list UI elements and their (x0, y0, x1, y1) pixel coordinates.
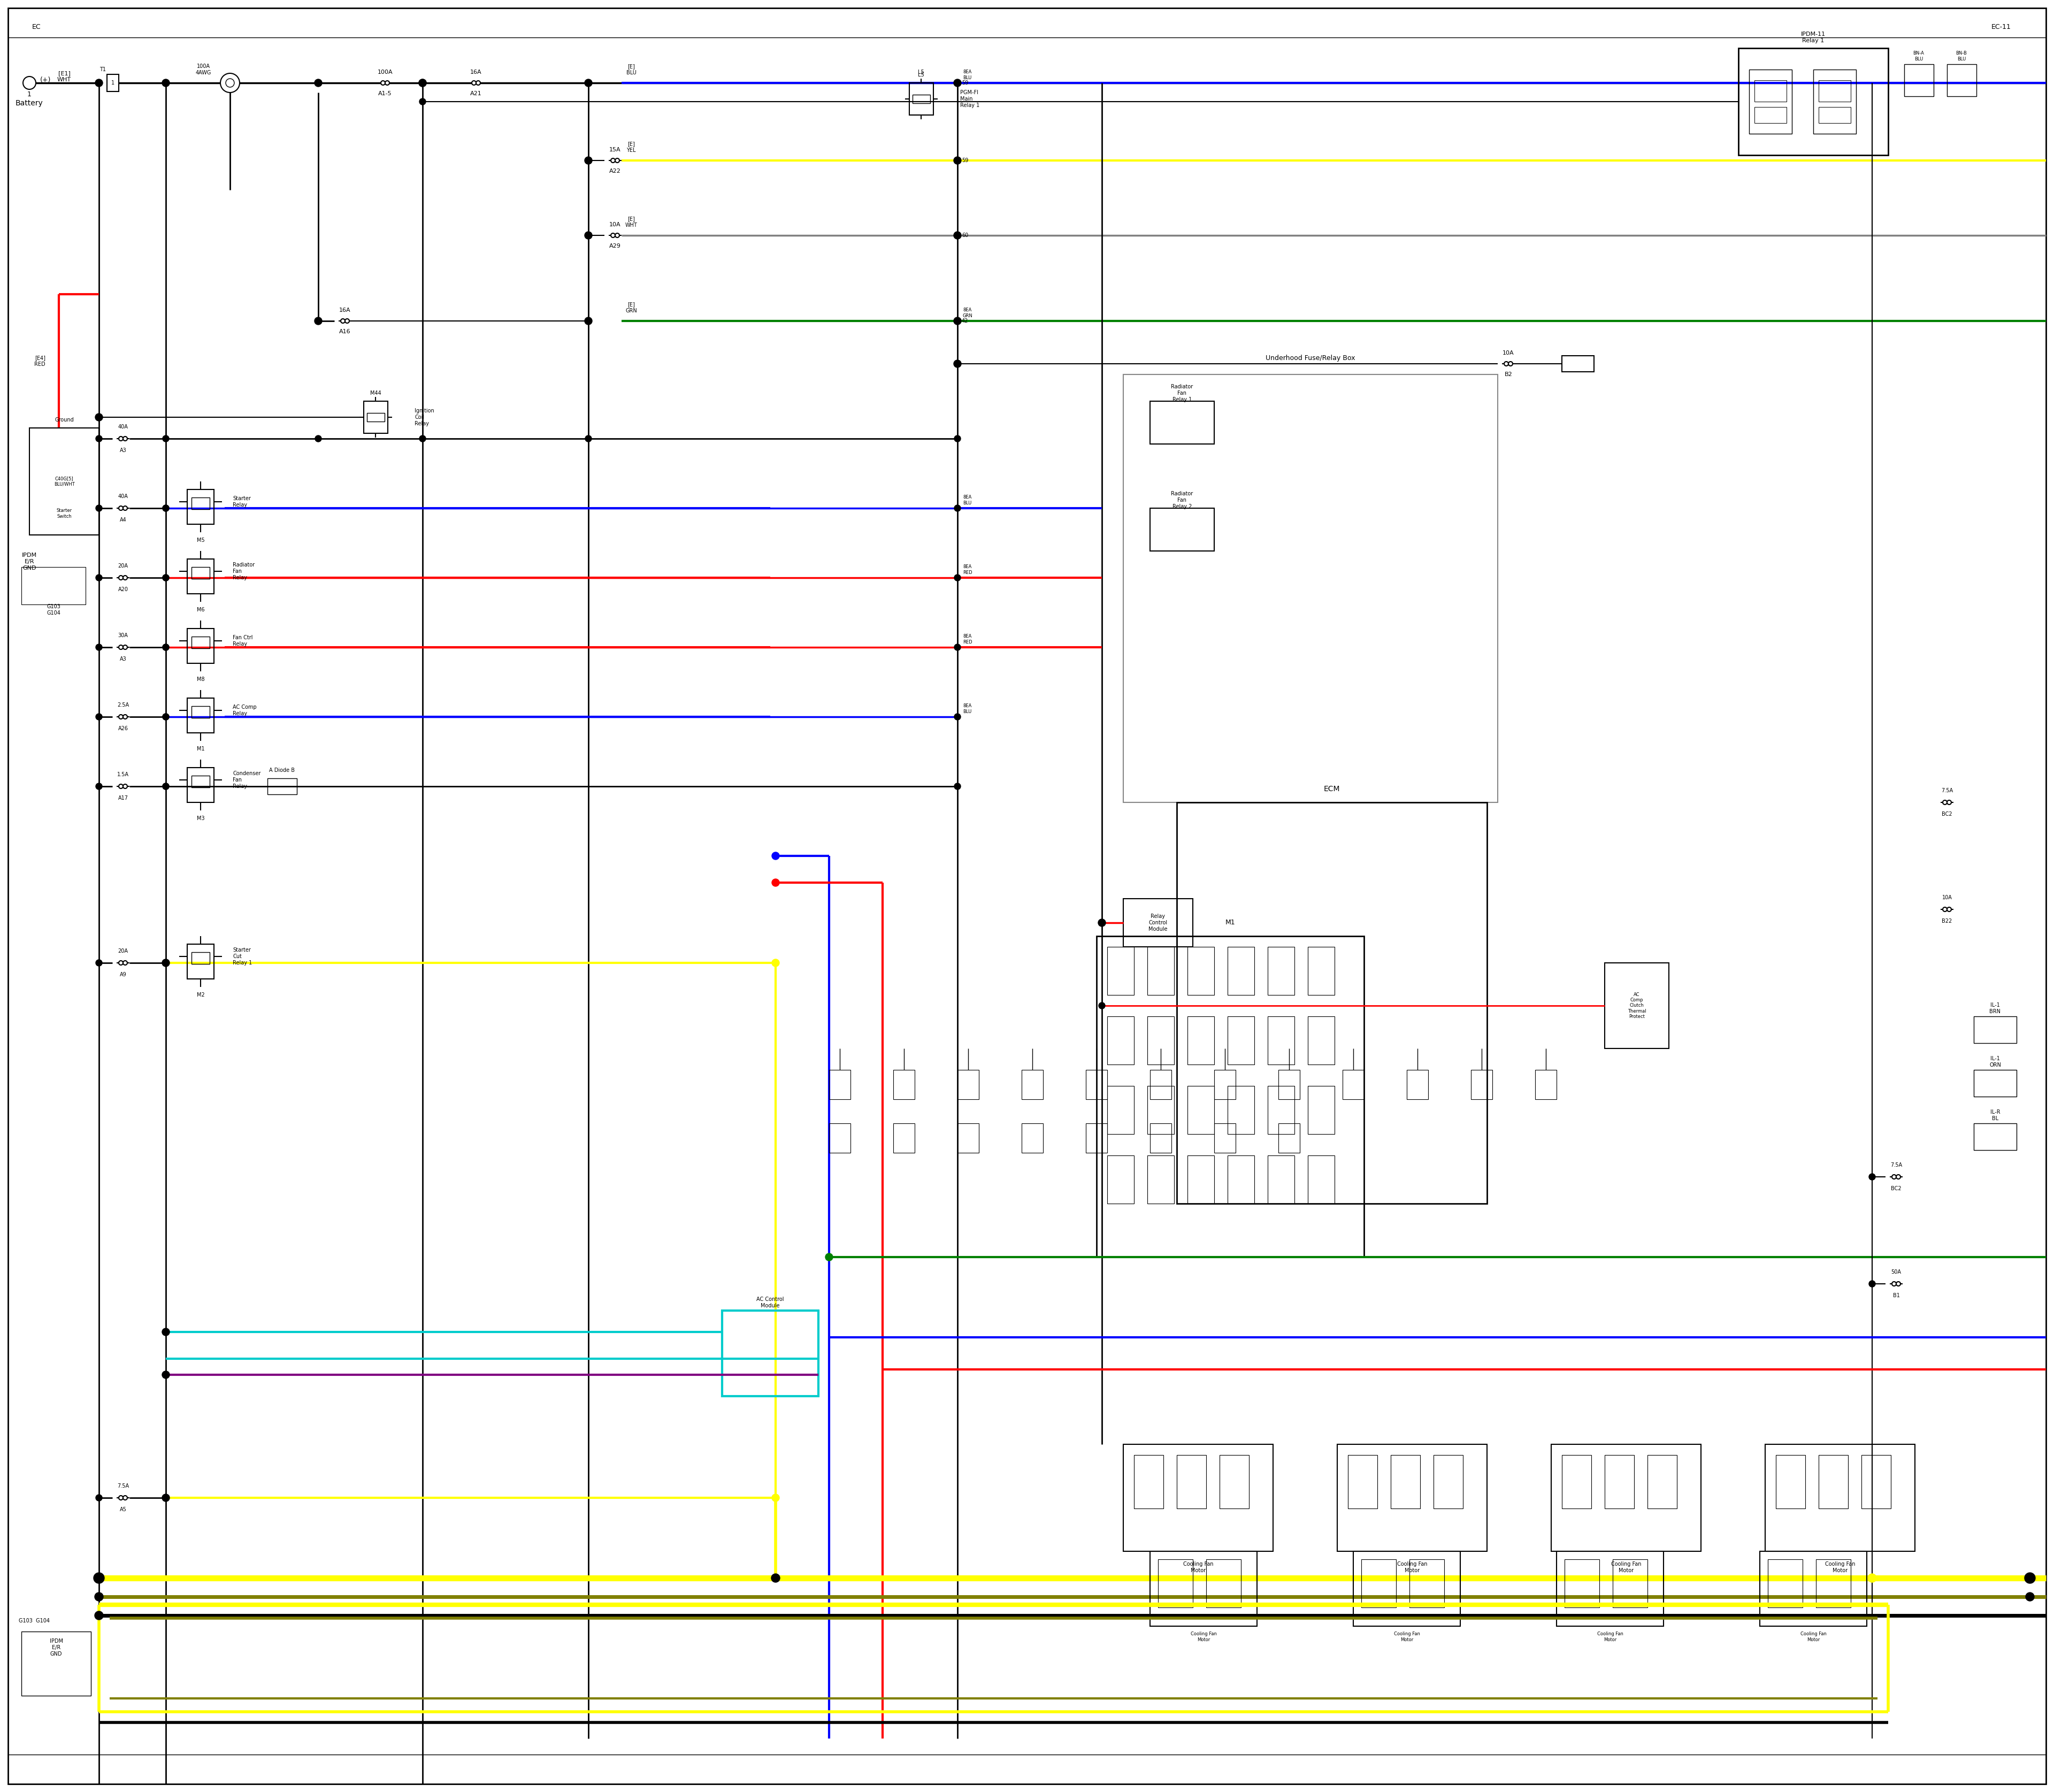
Circle shape (162, 643, 168, 650)
Circle shape (94, 1573, 105, 1584)
Bar (1557, 1552, 1664, 1625)
Bar (1150, 401, 1214, 444)
Text: 2.5A: 2.5A (117, 702, 129, 708)
Bar (1158, 1559, 1193, 1607)
Circle shape (585, 435, 592, 443)
Bar (1187, 946, 1214, 995)
Circle shape (97, 713, 103, 720)
Bar (1407, 1070, 1428, 1098)
Text: IPDM-11
Relay 1: IPDM-11 Relay 1 (1801, 32, 1826, 43)
Text: BN-B
BLU: BN-B BLU (1955, 50, 1968, 61)
Circle shape (1892, 1176, 1896, 1179)
Bar (1337, 1444, 1487, 1552)
Circle shape (123, 961, 127, 966)
Circle shape (162, 961, 168, 966)
Circle shape (119, 961, 123, 966)
Bar (1150, 1070, 1171, 1098)
Circle shape (119, 575, 123, 581)
Bar (1148, 946, 1175, 995)
Circle shape (162, 575, 168, 581)
Text: A9: A9 (119, 971, 127, 977)
Circle shape (772, 1573, 781, 1582)
Circle shape (162, 643, 168, 650)
Text: [E4]
RED: [E4] RED (35, 355, 45, 367)
Circle shape (419, 435, 425, 443)
Bar (1214, 1124, 1237, 1152)
Circle shape (1869, 1281, 1875, 1287)
Text: 8EA
RED: 8EA RED (963, 634, 972, 645)
Text: Ground: Ground (55, 418, 74, 423)
Circle shape (419, 79, 427, 86)
Circle shape (955, 713, 961, 720)
Text: A3: A3 (119, 448, 127, 453)
Bar (1347, 1455, 1378, 1509)
Bar (1267, 1016, 1294, 1064)
Circle shape (162, 505, 168, 511)
Circle shape (162, 713, 168, 720)
Circle shape (226, 79, 234, 88)
Bar (29, 428, 99, 536)
Circle shape (955, 643, 961, 650)
Circle shape (119, 437, 123, 441)
Circle shape (97, 1495, 103, 1502)
Text: 16A: 16A (470, 70, 483, 75)
Bar (1124, 1444, 1273, 1552)
Bar (187, 944, 214, 978)
Bar (1764, 1444, 1914, 1552)
Circle shape (1943, 907, 1947, 912)
Bar (1471, 1070, 1493, 1098)
Bar (1551, 1444, 1701, 1552)
Circle shape (23, 77, 35, 90)
Text: C40G[5]
BLU/WHT: C40G[5] BLU/WHT (53, 477, 74, 487)
Bar (1087, 1070, 1107, 1098)
Bar (1228, 946, 1255, 995)
Circle shape (94, 79, 103, 86)
Circle shape (585, 317, 592, 324)
Bar (1861, 1455, 1892, 1509)
Circle shape (419, 99, 425, 106)
Text: 59: 59 (961, 158, 967, 163)
Text: M1: M1 (197, 745, 205, 751)
Circle shape (162, 505, 168, 511)
Text: 42: 42 (961, 319, 967, 324)
Text: A17: A17 (117, 796, 127, 801)
Text: 7.5A: 7.5A (1941, 788, 1953, 794)
Text: Cooling Fan
Motor: Cooling Fan Motor (1397, 1561, 1428, 1573)
Text: Ignition
Coil
Relay: Ignition Coil Relay (415, 409, 433, 426)
Bar (1818, 81, 1851, 102)
Circle shape (314, 79, 322, 86)
Text: BC2: BC2 (1892, 1186, 1902, 1192)
Bar (1021, 1124, 1043, 1152)
Text: Starter
Relay: Starter Relay (232, 496, 251, 507)
Bar (1148, 1016, 1175, 1064)
Circle shape (97, 435, 103, 443)
Bar (1187, 1086, 1214, 1134)
Bar (1308, 1086, 1335, 1134)
Bar (1148, 1086, 1175, 1134)
Bar (1750, 70, 1791, 134)
Circle shape (2025, 1573, 2036, 1584)
Text: 10A: 10A (610, 222, 620, 228)
Circle shape (477, 81, 481, 84)
Bar (1308, 1016, 1335, 1064)
Text: Fan Ctrl
Relay: Fan Ctrl Relay (232, 634, 253, 647)
Text: A5: A5 (119, 1507, 127, 1512)
Bar (1214, 1070, 1237, 1098)
Bar (187, 699, 214, 733)
Text: 8EA
BLU: 8EA BLU (963, 495, 972, 505)
Bar (1134, 1455, 1163, 1509)
Bar (1228, 1086, 1255, 1134)
Text: L5: L5 (918, 70, 924, 75)
Bar (1561, 357, 1594, 371)
Bar (1308, 1156, 1335, 1204)
Bar (1612, 1559, 1647, 1607)
Circle shape (1947, 801, 1951, 805)
Circle shape (162, 959, 170, 966)
Circle shape (97, 505, 103, 511)
Bar (1187, 1016, 1214, 1064)
Bar (1565, 1559, 1600, 1607)
Circle shape (162, 783, 168, 790)
Text: 20A: 20A (117, 948, 127, 953)
Text: IL-1
ORN: IL-1 ORN (1990, 1055, 2001, 1068)
Circle shape (220, 73, 240, 93)
